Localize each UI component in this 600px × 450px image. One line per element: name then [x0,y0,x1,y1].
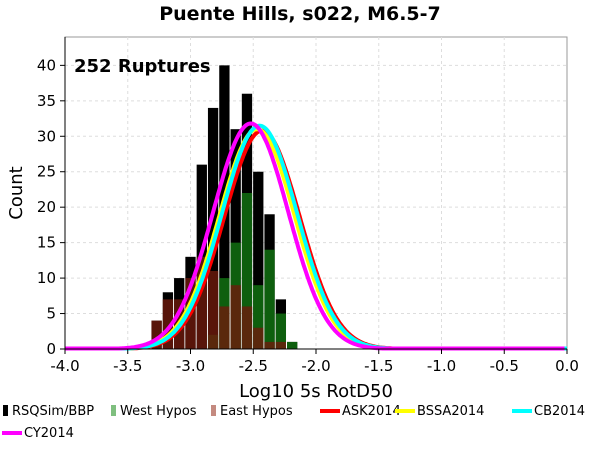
legend-label: BSSA2014 [417,404,484,419]
histogram-bar [196,256,207,349]
legend-label: ASK2014 [342,404,401,419]
legend-label: RSQSim/BBP [12,404,94,419]
histogram-bar [264,249,275,349]
legend-swatch [111,405,116,416]
histogram-bar [264,341,275,349]
y-axis-label: Count [6,166,27,219]
histogram-bar [253,171,264,349]
y-tick-label: 0 [46,340,56,358]
histogram-bar [253,285,264,349]
x-tick-label: -4.0 [50,357,79,375]
histogram-bar [207,107,219,349]
y-tick-label: 40 [37,56,56,74]
x-tick-label: -1.0 [427,357,456,375]
x-tick-label: -2.0 [301,357,330,375]
y-tick-label: 20 [37,198,56,216]
axes: -4.0 -3.5 -3.0 -2.5 -2.0 -1.5 -1.0 -0.5 0.0 0 5 10 1… [37,37,579,375]
histogram-bar [241,193,253,349]
y-tick-label: 5 [46,305,56,323]
histogram-bar [241,306,253,349]
x-tick-label: -3.0 [176,357,205,375]
y-tick-label: 15 [37,234,56,252]
y-tick-label: 30 [37,127,56,145]
legend-swatch [3,405,8,416]
histogram-bar [275,313,287,349]
x-tick-label: 0.0 [555,357,579,375]
histogram-bar [230,285,241,349]
histogram-bar [275,341,287,349]
x-tick-label: -3.5 [113,357,142,375]
legend-label: CY2014 [24,426,74,441]
histogram-bar [162,299,174,349]
legend-swatch [211,405,216,416]
histogram-bar [207,271,219,349]
y-tick-label: 10 [37,269,56,287]
histogram-bar [151,320,162,349]
legend-label: CB2014 [534,404,585,419]
legend-label: West Hypos [120,404,197,419]
histogram-bar [287,341,298,349]
rupture-count-annotation: 252 Ruptures [74,56,211,77]
x-tick-label: -2.5 [239,357,268,375]
y-tick-label: 35 [37,92,56,110]
chart-title: Puente Hills, s022, M6.5-7 [159,3,441,25]
histogram-bar [230,129,241,349]
legend: RSQSim/BBP West Hypos East Hypos ASK2014 BSS… [2,404,585,441]
y-tick-label: 25 [37,163,56,181]
legend-label: East Hypos [220,404,293,419]
histogram-bar [219,306,230,349]
x-tick-label: -1.5 [364,357,393,375]
x-tick-label: -0.5 [490,357,519,375]
x-axis-label: Log10 5s RotD50 [239,381,393,402]
histogram-bar [253,327,264,349]
